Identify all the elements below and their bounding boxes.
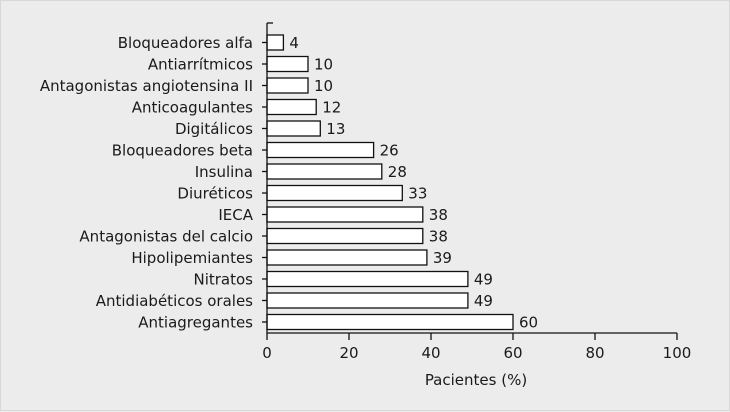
value-label: 38 <box>429 206 448 224</box>
value-label: 28 <box>388 163 407 181</box>
value-label: 10 <box>314 56 333 74</box>
bar <box>266 184 403 202</box>
category-label: Anticoagulantes <box>132 99 253 117</box>
category-label: IECA <box>218 206 253 224</box>
bar <box>266 249 428 266</box>
category-label: Digitálicos <box>175 120 253 138</box>
category-label: Antagonistas angiotensina II <box>40 77 253 95</box>
bar <box>266 227 424 245</box>
value-label: 26 <box>380 142 399 160</box>
bar <box>266 77 309 94</box>
value-label: 10 <box>314 77 333 95</box>
value-label: 13 <box>326 120 345 138</box>
x-axis-title: Pacientes (%) <box>425 371 527 389</box>
value-label: 4 <box>289 34 299 52</box>
bar <box>266 313 514 331</box>
value-label: 60 <box>519 314 538 332</box>
category-label: Bloqueadores beta <box>112 142 253 160</box>
x-tick-label: 60 <box>503 344 522 362</box>
x-tick-label: 100 <box>663 344 692 362</box>
bar <box>266 163 383 180</box>
category-label: Hipolipemiantes <box>131 249 253 267</box>
x-tick-label: 40 <box>421 344 440 362</box>
category-label: Antidiabéticos orales <box>96 292 253 310</box>
category-label: Nitratos <box>193 271 253 289</box>
bar <box>266 206 424 223</box>
category-label: Antiagregantes <box>138 314 253 332</box>
category-labels: Bloqueadores alfa Antiarrítmicos Antagonis… <box>40 34 254 332</box>
x-tick-label: 20 <box>339 344 358 362</box>
value-label: 33 <box>408 185 427 203</box>
bar <box>266 141 375 159</box>
x-axis: 0 20 40 60 80 100 <box>262 22 692 362</box>
bar <box>266 292 469 309</box>
bar <box>266 55 309 73</box>
bar <box>266 98 317 116</box>
category-label: Bloqueadores alfa <box>118 34 253 52</box>
category-label: Antiarrítmicos <box>148 56 253 74</box>
bar <box>266 270 469 288</box>
x-tick-label: 0 <box>262 344 272 362</box>
bar <box>266 34 285 51</box>
category-label: Antagonistas del calcio <box>79 228 253 246</box>
value-label: 49 <box>474 292 493 310</box>
bar <box>266 120 321 137</box>
value-label: 39 <box>433 249 452 267</box>
category-label: Insulina <box>195 163 253 181</box>
category-label: Diuréticos <box>177 185 253 203</box>
x-tick-label: 80 <box>585 344 604 362</box>
value-label: 49 <box>474 271 493 289</box>
value-label: 38 <box>429 228 448 246</box>
value-label: 12 <box>322 99 341 117</box>
